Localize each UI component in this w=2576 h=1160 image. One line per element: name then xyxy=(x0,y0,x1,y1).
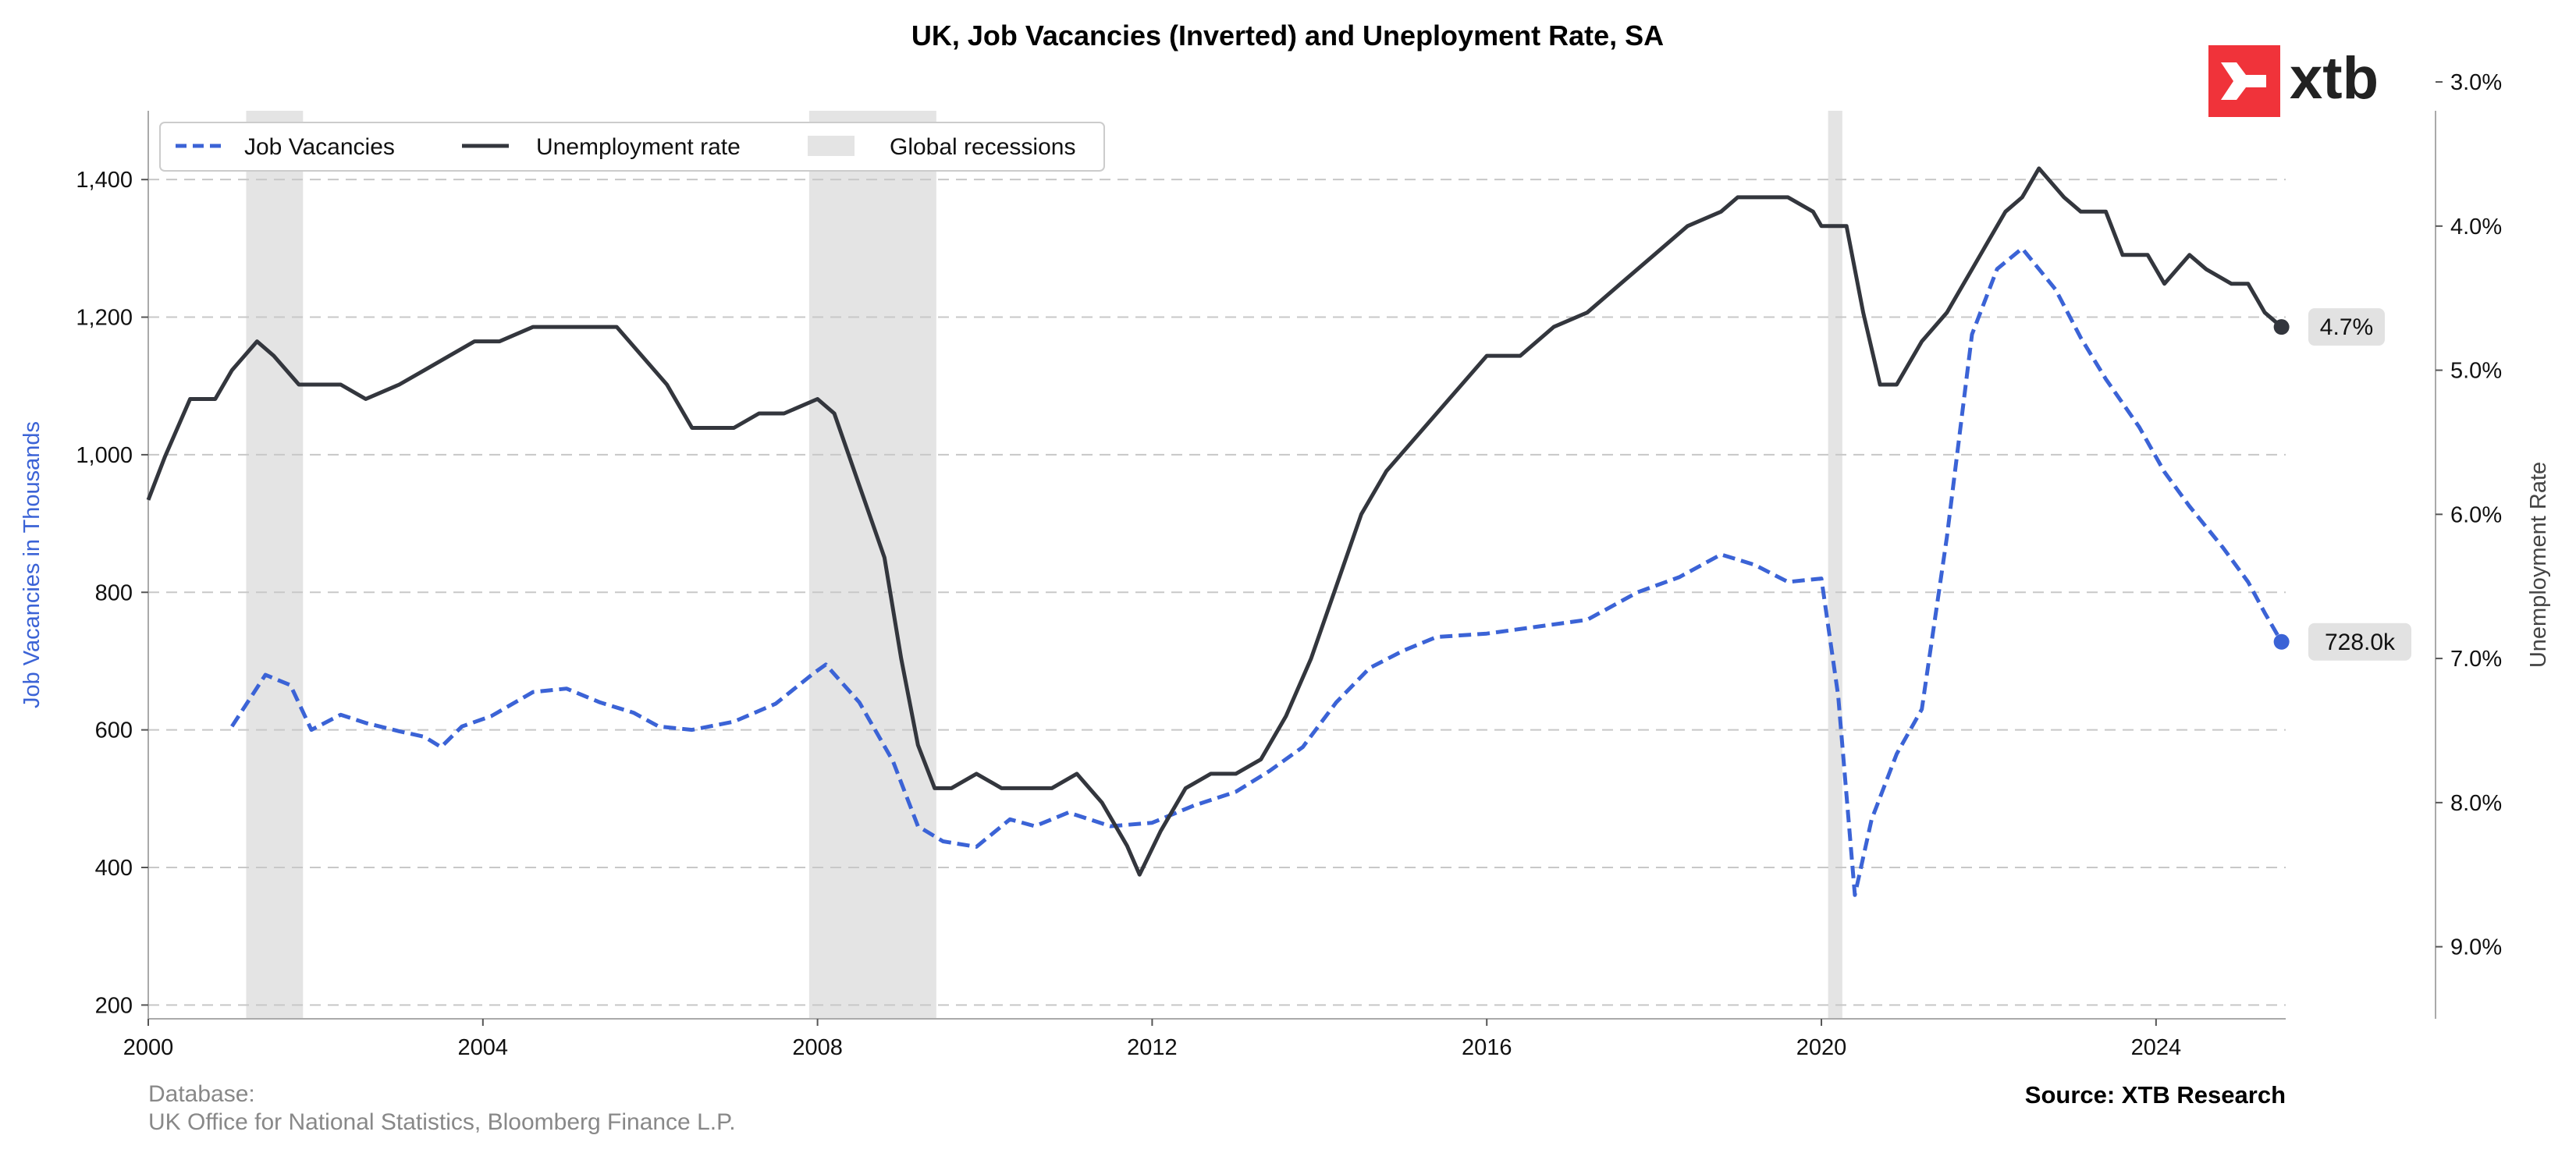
recession-band xyxy=(808,111,936,1019)
unemployment-rate-end-marker xyxy=(2273,319,2290,335)
recession-band xyxy=(1828,111,1842,1019)
database-label: Database: xyxy=(148,1081,255,1107)
xtb-logo-text: xtb xyxy=(2290,45,2379,112)
left-tick-label: 1,400 xyxy=(76,168,133,193)
right-tick-label: 7.0% xyxy=(2450,647,2502,672)
x-tick-label: 2016 xyxy=(1462,1035,1512,1060)
database-sources: UK Office for National Statistics, Bloom… xyxy=(148,1109,736,1135)
left-tick-label: 400 xyxy=(95,856,133,881)
right-tick-labels: 3.0% 4.0% 5.0% 6.0% 7.0% 8.0% 9.0% xyxy=(2436,70,2502,960)
legend-box xyxy=(159,122,1105,172)
x-tick-labels: 2000 2004 2008 2012 2016 2020 2024 xyxy=(123,1019,2181,1060)
left-tick-label: 1,200 xyxy=(76,306,133,331)
end-label-box xyxy=(2308,308,2385,346)
left-tick-labels: 200 400 600 800 1,000 1,200 1,400 xyxy=(76,168,148,1018)
series-lines xyxy=(146,166,2283,897)
left-tick-label: 800 xyxy=(95,580,133,605)
unemployment-rate-end-label: 4.7% xyxy=(2320,314,2373,340)
right-tick-label: 6.0% xyxy=(2450,502,2502,527)
xtb-logo: xtb xyxy=(2208,45,2379,117)
x-tick-label: 2004 xyxy=(458,1035,509,1060)
right-tick-label: 4.0% xyxy=(2450,215,2502,239)
right-tick-label: 8.0% xyxy=(2450,791,2502,816)
grid-lines xyxy=(148,179,2286,1006)
end-labels: 728.0k 4.7% xyxy=(2273,308,2411,661)
job-vacancies-line xyxy=(230,246,2283,897)
right-tick-label: 9.0% xyxy=(2450,935,2502,960)
job-vacancies-end-label: 728.0k xyxy=(2325,630,2396,655)
x-tick-label: 2000 xyxy=(123,1035,174,1060)
chart-title: UK, Job Vacancies (Inverted) and Uneploy… xyxy=(911,20,1664,51)
legend: Job Vacancies Unemployment rate Global r… xyxy=(159,122,1105,172)
legend-label-global-recessions: Global recessions xyxy=(890,134,1075,160)
legend-swatch-global-recessions xyxy=(808,136,855,156)
right-tick-label: 3.0% xyxy=(2450,70,2502,95)
left-tick-label: 600 xyxy=(95,718,133,743)
x-tick-label: 2008 xyxy=(792,1035,843,1060)
end-label-box xyxy=(2308,623,2411,661)
left-axis-label: Job Vacancies in Thousands xyxy=(20,421,44,708)
right-tick-label: 5.0% xyxy=(2450,359,2502,384)
x-tick-label: 2024 xyxy=(2131,1035,2182,1060)
legend-label-job-vacancies: Job Vacancies xyxy=(244,134,395,160)
recession-bands xyxy=(246,111,1842,1019)
source-credit: Source: XTB Research xyxy=(2025,1081,2286,1109)
right-axis-label: Unemployment Rate xyxy=(2526,462,2551,668)
unemployment-rate-line xyxy=(146,166,2283,877)
x-tick-label: 2020 xyxy=(1796,1035,1847,1060)
xtb-logo-mark-icon xyxy=(2221,62,2266,100)
x-tick-label: 2012 xyxy=(1127,1035,1178,1060)
recession-band xyxy=(246,111,304,1019)
left-tick-label: 1,000 xyxy=(76,443,133,468)
job-vacancies-end-marker xyxy=(2273,633,2290,650)
legend-label-unemployment-rate: Unemployment rate xyxy=(536,134,741,160)
left-tick-label: 200 xyxy=(95,993,133,1018)
